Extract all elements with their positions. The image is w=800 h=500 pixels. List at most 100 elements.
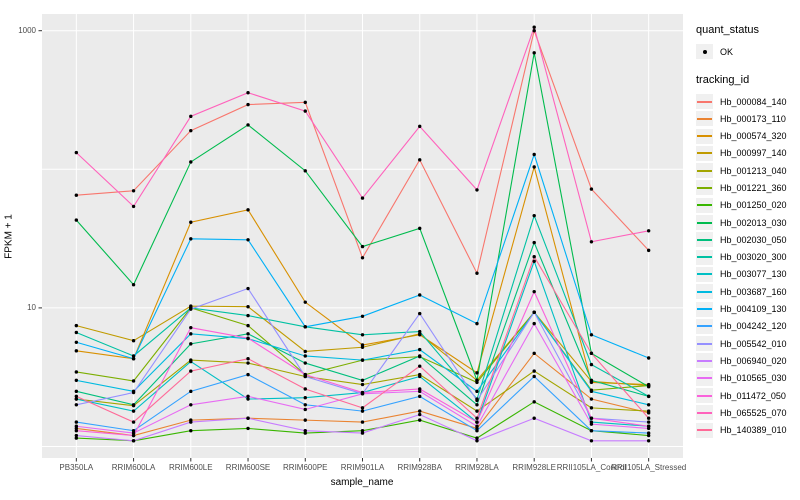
- legend-entry-Hb_006940_020: Hb_006940_020: [696, 352, 798, 369]
- legend-entry-Hb_001250_020: Hb_001250_020: [696, 197, 798, 214]
- data-point: [589, 378, 594, 383]
- series-color-key: [696, 353, 713, 369]
- data-point: [418, 389, 422, 394]
- data-point: [475, 398, 479, 403]
- line-swatch-icon: [697, 394, 712, 397]
- series-color-key: [696, 197, 713, 213]
- data-point: [189, 220, 193, 224]
- data-point: [532, 25, 536, 29]
- data-point: [418, 293, 422, 297]
- legend-entry-label: Hb_065525_070: [720, 407, 787, 418]
- data-point: [418, 311, 422, 316]
- data-point: [189, 342, 193, 346]
- series-color-key: [696, 301, 713, 317]
- legend-entry-label: Hb_005542_010: [720, 338, 787, 349]
- line-swatch-icon: [697, 377, 712, 380]
- legend-entry-Hb_003687_160: Hb_003687_160: [696, 283, 798, 300]
- data-point: [246, 394, 250, 399]
- data-point: [74, 349, 79, 353]
- data-point: [475, 321, 479, 326]
- data-point: [589, 351, 594, 356]
- data-point: [246, 286, 250, 291]
- line-swatch-icon: [697, 221, 712, 224]
- x-tick-label: PB350LA: [59, 463, 94, 472]
- line-swatch-icon: [697, 100, 712, 103]
- data-point: [360, 429, 365, 433]
- data-point: [589, 416, 594, 420]
- data-point: [303, 372, 307, 377]
- series-color-key: [696, 370, 713, 386]
- legend-entry-label: Hb_000084_140: [720, 96, 787, 107]
- data-point: [475, 439, 479, 443]
- data-point: [646, 385, 651, 389]
- data-point: [646, 403, 651, 407]
- legend-entry-Hb_140389_010: Hb_140389_010: [696, 422, 798, 439]
- data-point: [532, 165, 536, 169]
- line-swatch-icon: [697, 429, 712, 432]
- legend-tracking-entries: Hb_000084_140 Hb_000173_110 Hb_000574_320 H…: [696, 93, 798, 439]
- data-point: [303, 403, 307, 407]
- data-point: [589, 333, 594, 337]
- x-tick-label: RRIM928LA: [455, 463, 499, 472]
- data-point: [360, 420, 365, 424]
- data-point: [189, 114, 193, 119]
- legend-entry-label: Hb_003077_130: [720, 269, 787, 280]
- data-point: [475, 271, 479, 275]
- legend-entry-Hb_011472_050: Hb_011472_050: [696, 387, 798, 404]
- legend-entry-label: Hb_010565_030: [720, 373, 787, 384]
- data-point: [303, 300, 307, 304]
- data-point: [189, 160, 193, 164]
- legend-entry-label: Hb_011472_050: [720, 390, 786, 401]
- line-swatch-icon: [697, 359, 712, 362]
- data-point: [475, 378, 479, 383]
- legend-entry-label: Hb_003020_300: [720, 252, 787, 263]
- data-point: [131, 420, 136, 424]
- data-point: [303, 429, 307, 433]
- data-point: [246, 332, 250, 336]
- data-point: [532, 255, 536, 259]
- data-point: [131, 429, 136, 433]
- data-point: [532, 369, 536, 373]
- legend-entry-Hb_000084_140: Hb_000084_140: [696, 93, 798, 110]
- data-point: [189, 429, 193, 433]
- line-swatch-icon: [697, 256, 712, 259]
- legend-entry-label: Hb_001213_040: [720, 165, 787, 176]
- data-point: [131, 403, 136, 407]
- data-point: [418, 387, 422, 391]
- data-point: [646, 431, 651, 435]
- legend-entry-Hb_001213_040: Hb_001213_040: [696, 162, 798, 179]
- data-point: [475, 424, 479, 428]
- data-point: [303, 407, 307, 412]
- data-point: [246, 102, 250, 107]
- data-point: [589, 429, 594, 433]
- data-point: [246, 336, 250, 340]
- legend-entry-Hb_000997_140: Hb_000997_140: [696, 145, 798, 162]
- data-point: [532, 351, 536, 356]
- legend-entry-label: Hb_004242_120: [720, 321, 787, 332]
- series-color-key: [696, 111, 713, 127]
- data-point: [74, 429, 79, 433]
- series-color-key: [696, 163, 713, 179]
- data-point: [303, 418, 307, 422]
- data-point: [475, 429, 479, 433]
- legend-entry-label: Hb_000997_140: [720, 148, 787, 159]
- data-point: [74, 218, 79, 222]
- data-point: [131, 283, 136, 287]
- data-point: [303, 169, 307, 173]
- series-color-key: [696, 318, 713, 334]
- data-point: [74, 370, 79, 374]
- data-point: [589, 397, 594, 401]
- data-point: [74, 397, 79, 401]
- line-swatch-icon: [697, 117, 712, 120]
- data-point: [74, 424, 79, 428]
- series-color-key: [696, 336, 713, 352]
- data-point: [246, 357, 250, 361]
- data-point: [360, 256, 365, 260]
- data-point: [189, 128, 193, 133]
- data-point: [646, 420, 651, 424]
- data-point: [189, 325, 193, 330]
- data-point: [131, 189, 136, 193]
- series-color-key: [696, 284, 713, 300]
